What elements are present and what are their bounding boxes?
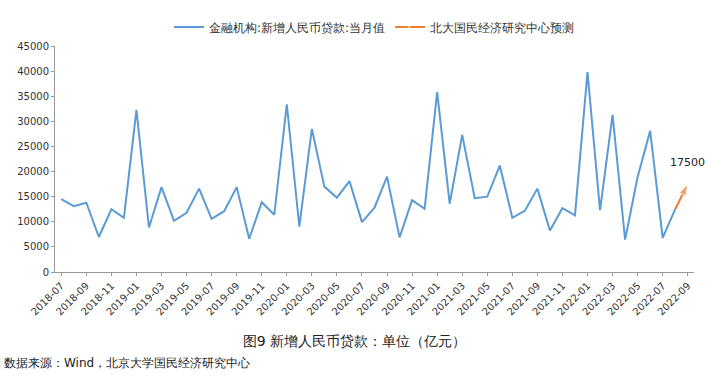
svg-text:25000: 25000 [17,141,49,152]
svg-text:2021-03: 2021-03 [430,280,467,317]
svg-text:2020-11: 2020-11 [380,280,417,317]
svg-text:2020-03: 2020-03 [279,280,316,317]
svg-text:10000: 10000 [17,216,49,227]
svg-text:2018-07: 2018-07 [29,280,66,317]
svg-text:2021-07: 2021-07 [480,280,517,317]
svg-text:2019-01: 2019-01 [104,280,141,317]
svg-text:2022-01: 2022-01 [555,280,592,317]
svg-text:2019-05: 2019-05 [154,280,191,317]
svg-text:2019-11: 2019-11 [229,280,266,317]
svg-text:5000: 5000 [24,241,49,252]
svg-text:2020-01: 2020-01 [254,280,291,317]
svg-text:2018-09: 2018-09 [54,280,91,317]
svg-text:2021-11: 2021-11 [530,280,567,317]
svg-text:20000: 20000 [17,166,49,177]
svg-text:2020-07: 2020-07 [330,280,367,317]
html-text:数据来源：Wind，北京大学国民经济研究中心: 数据来源：Wind，北京大学国民经济研究中心 [4,356,251,370]
svg-text:2021-01: 2021-01 [405,280,442,317]
svg-text:2022-05: 2022-05 [605,280,642,317]
svg-text:北大国民经济研究中心预测: 北大国民经济研究中心预测 [430,21,574,35]
svg-text:2022-03: 2022-03 [580,280,617,317]
svg-text:35000: 35000 [17,91,49,102]
svg-text:2019-09: 2019-09 [204,280,241,317]
svg-text:2020-09: 2020-09 [355,280,392,317]
svg-text:2019-03: 2019-03 [129,280,166,317]
svg-text:17500: 17500 [670,156,705,169]
svg-text:2021-09: 2021-09 [505,280,542,317]
svg-text:2018-11: 2018-11 [79,280,116,317]
svg-text:金融机构:新增人民币贷款:当月值: 金融机构:新增人民币贷款:当月值 [209,21,385,35]
svg-text:2019-07: 2019-07 [179,280,216,317]
svg-text:2020-05: 2020-05 [305,280,342,317]
svg-text:45000: 45000 [17,41,49,52]
svg-text:2022-07: 2022-07 [630,280,667,317]
svg-text:0: 0 [43,267,49,278]
svg-text:2022-09: 2022-09 [655,280,692,317]
svg-text:2021-05: 2021-05 [455,280,492,317]
svg-text:15000: 15000 [17,191,49,202]
html-text:图9 新增人民币贷款：单位（亿元）: 图9 新增人民币贷款：单位（亿元） [242,333,467,349]
svg-text:30000: 30000 [17,116,49,127]
svg-text:40000: 40000 [17,66,49,77]
